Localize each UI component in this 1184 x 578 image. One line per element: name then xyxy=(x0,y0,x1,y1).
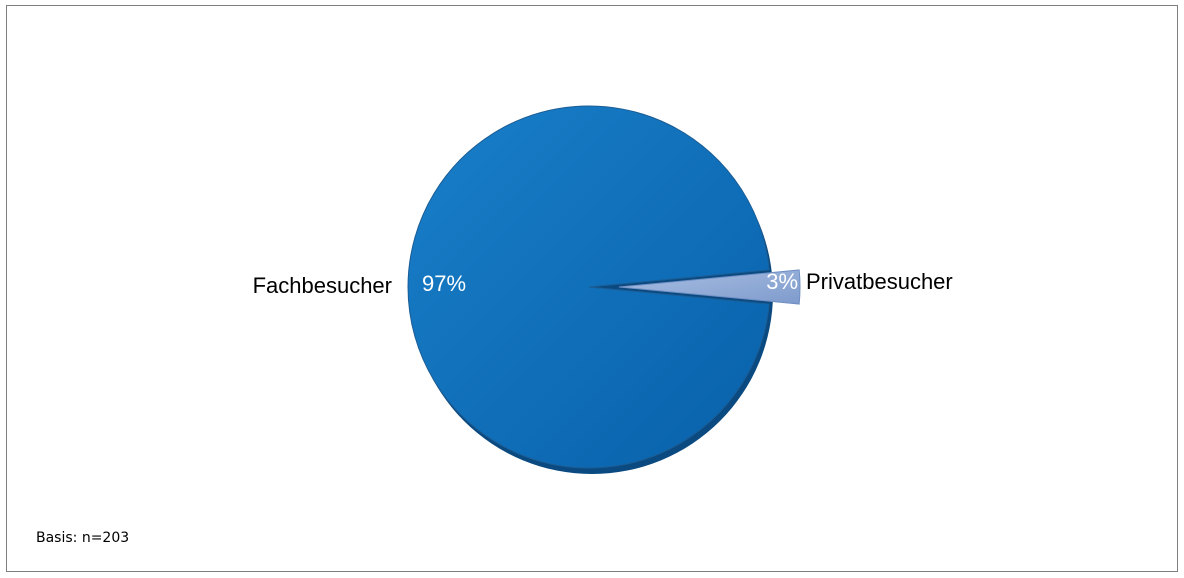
slice-value-fachbesucher: 97% xyxy=(422,271,466,296)
slice-label-fachbesucher: Fachbesucher xyxy=(253,273,392,298)
pie-slice-privatbesucher xyxy=(618,269,801,305)
pie-slice-fachbesucher xyxy=(407,105,770,469)
slice-value-privatbesucher: 3% xyxy=(766,269,798,294)
basis-footnote: Basis: n=203 xyxy=(36,530,130,546)
slice-label-privatbesucher: Privatbesucher xyxy=(806,269,953,294)
